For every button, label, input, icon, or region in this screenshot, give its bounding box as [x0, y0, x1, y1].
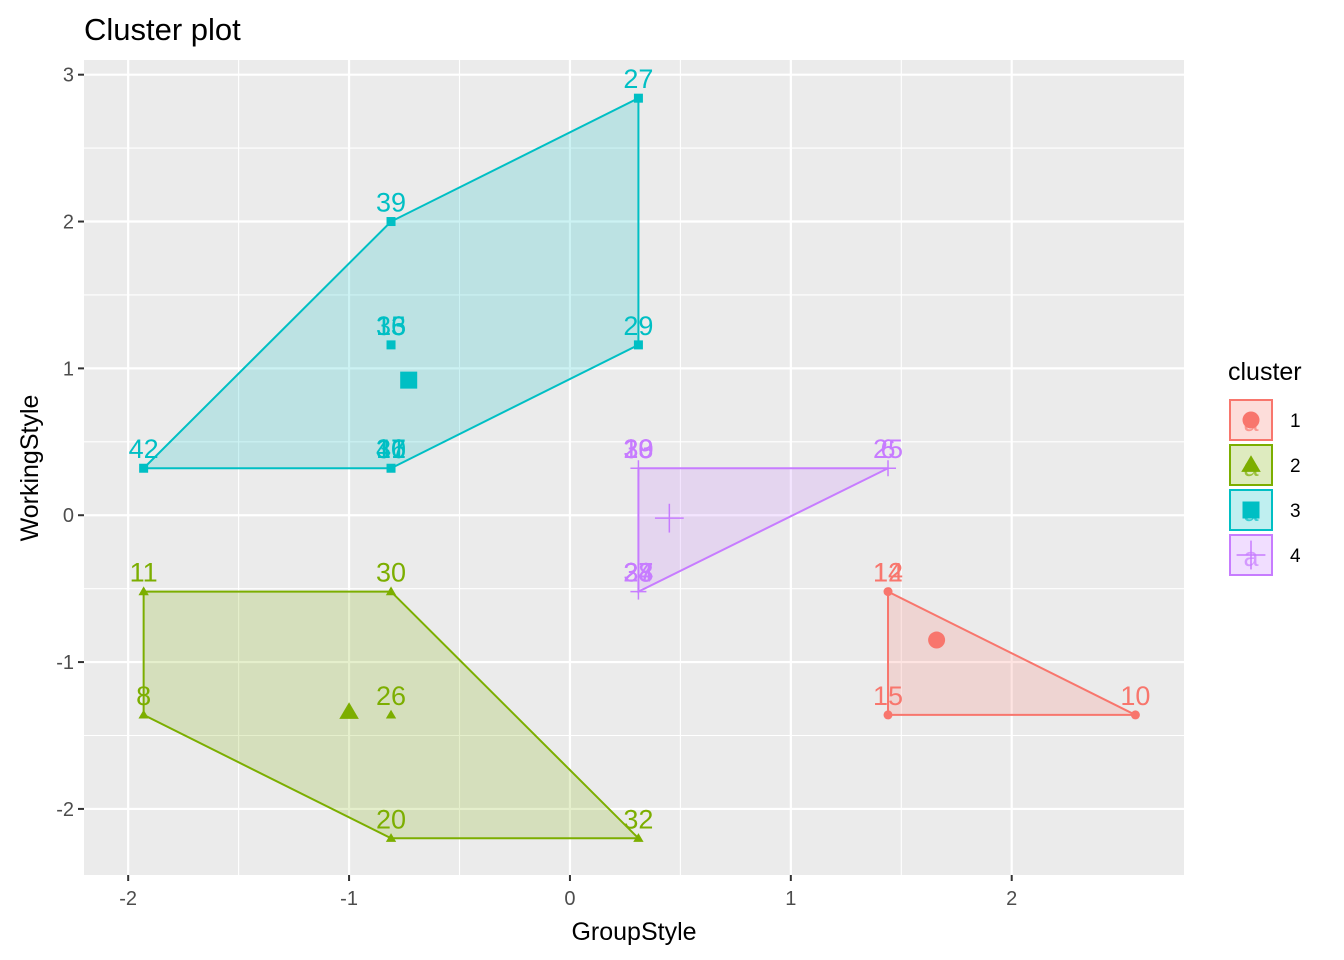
cluster-4-point: [880, 460, 897, 477]
legend-label: 4: [1290, 546, 1301, 567]
x-tick-label: -1: [340, 888, 358, 910]
cluster-1-centroid: [928, 631, 946, 649]
legend: cluster a1a2a3a4: [1228, 358, 1302, 576]
x-tick-label: -2: [119, 888, 137, 910]
chart-title: Cluster plot: [84, 12, 241, 47]
legend-label: 2: [1290, 456, 1301, 477]
point-label: 19: [623, 434, 653, 464]
point-label: 36: [376, 434, 406, 464]
point-label: 8: [136, 681, 151, 711]
cluster-3-point: [633, 340, 643, 350]
point-label: 35: [376, 311, 406, 341]
cluster-3-point: [386, 217, 396, 227]
data-points: [138, 93, 1140, 842]
cluster-1-point: [1130, 710, 1140, 720]
cluster-3-point: [386, 463, 396, 473]
legend-title: cluster: [1228, 358, 1302, 386]
cluster-2-point: [138, 709, 149, 719]
y-axis-ticks: -2 -1 0 1 2 3: [56, 65, 84, 821]
point-label: 12: [873, 558, 903, 588]
legend-label: 1: [1290, 411, 1301, 432]
cluster-2-point: [633, 833, 644, 842]
point-label: 26: [376, 681, 406, 711]
point-label: 39: [376, 188, 406, 218]
x-tick-label: 0: [564, 888, 575, 910]
point-label: 27: [623, 64, 653, 94]
cluster-2-point: [138, 586, 149, 596]
point-label: 28: [623, 558, 653, 588]
cluster-2-point: [385, 586, 397, 596]
cluster-4-hull: [637, 467, 889, 594]
cluster-1-hull: [887, 589, 1136, 716]
point-label: 40: [376, 434, 406, 464]
cluster-4-point: [630, 460, 647, 477]
cluster-3-hull: [141, 96, 640, 470]
cluster-4-point: [630, 583, 647, 600]
point-label: 42: [129, 434, 159, 464]
cluster-2-centroid: [339, 702, 359, 719]
y-tick-label: -2: [56, 799, 74, 821]
point-label: 31: [376, 434, 406, 464]
point-label: 11: [130, 558, 158, 588]
cluster-3-point: [633, 93, 643, 103]
point-label: 14: [873, 558, 903, 588]
y-tick-label: 2: [63, 212, 74, 234]
point-label: 23: [623, 558, 653, 588]
point-label: 30: [623, 434, 653, 464]
cluster-1-point: [883, 587, 893, 597]
legend-item-3: a3: [1229, 489, 1301, 531]
point-label: 24: [623, 558, 653, 588]
cluster-2-point: [385, 833, 397, 842]
point-label: 17: [376, 434, 406, 464]
cluster-centroids: [339, 371, 946, 719]
point-label: 6: [881, 434, 896, 464]
x-tick-label: 1: [785, 888, 796, 910]
point-label: 16: [376, 311, 406, 341]
legend-key: [1229, 489, 1273, 531]
legend-label: 3: [1290, 501, 1301, 522]
legend-marker: [1242, 411, 1260, 429]
cluster-4-centroid: [654, 503, 684, 533]
point-label: 20: [623, 434, 653, 464]
y-tick-label: 1: [63, 358, 74, 380]
x-axis-label: GroupStyle: [571, 918, 696, 946]
cluster-1-point: [883, 710, 893, 720]
cluster-3-point: [386, 340, 396, 350]
cluster-3-centroid: [400, 371, 418, 389]
legend-item-2: a2: [1229, 444, 1301, 486]
point-label: 15: [873, 681, 903, 711]
point-label: 29: [623, 311, 653, 341]
y-axis-label: WorkingStyle: [16, 395, 44, 542]
point-label: 13: [376, 311, 406, 341]
x-tick-label: 2: [1006, 888, 1017, 910]
point-label: 20: [376, 804, 406, 834]
legend-item-1: a1: [1229, 399, 1301, 441]
cluster-3-point: [139, 463, 149, 473]
point-label: 30: [376, 558, 406, 588]
point-label: 32: [623, 804, 653, 834]
legend-marker: [1242, 501, 1260, 519]
y-tick-label: 0: [63, 505, 74, 527]
cluster-2-point: [385, 709, 397, 719]
point-label: 25: [873, 434, 903, 464]
y-tick-label: -1: [56, 652, 74, 674]
legend-marker: [1236, 540, 1266, 570]
point-label: 37: [623, 558, 653, 588]
point-label: 10: [1120, 681, 1150, 711]
y-tick-label: 3: [63, 65, 74, 87]
point-label: 33: [623, 434, 653, 464]
legend-marker: [1241, 455, 1261, 472]
x-axis-ticks: -2 -1 0 1 2: [119, 875, 1017, 910]
